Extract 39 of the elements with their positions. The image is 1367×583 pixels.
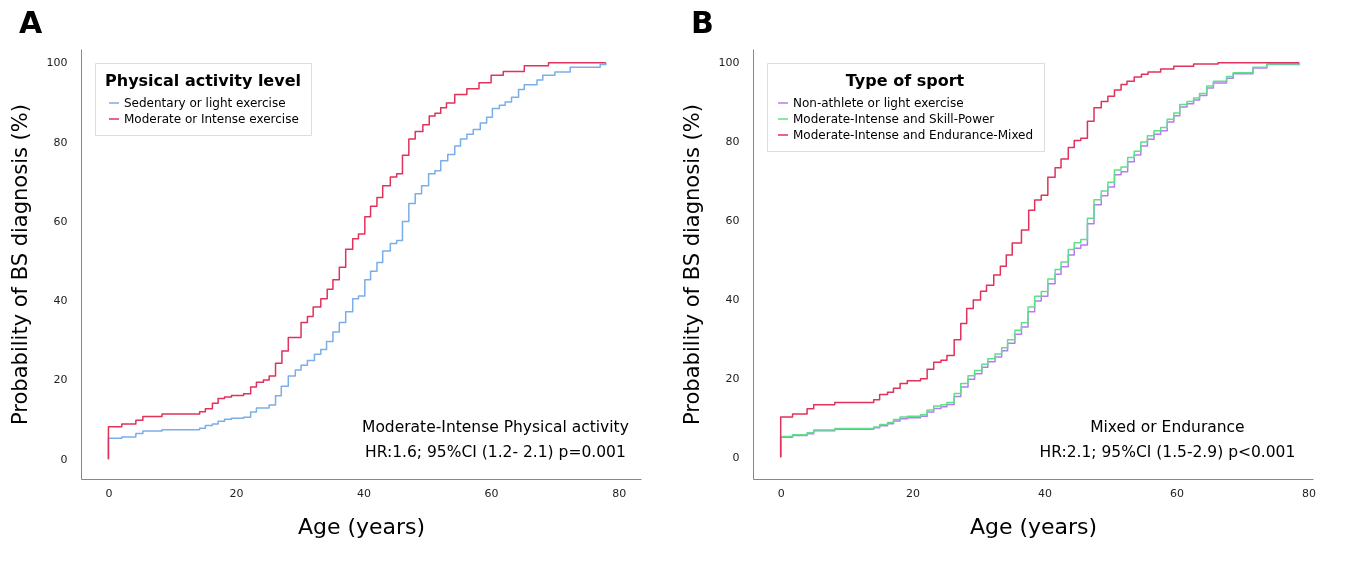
y-tick-label: 100: [46, 56, 68, 70]
legend-label: Moderate-Intense and Skill-Power: [793, 112, 995, 126]
x-axis-title: Age (years): [969, 513, 1098, 539]
annotation: Mixed or Endurance: [1090, 418, 1245, 436]
annotation: Moderate-Intense Physical activity: [362, 418, 629, 436]
x-tick-label: 60: [484, 486, 499, 500]
y-tick-label: 80: [53, 135, 68, 149]
x-tick-label: 80: [612, 486, 627, 500]
x-tick-label: 20: [229, 486, 244, 500]
legend-title: Type of sport: [845, 71, 965, 90]
chart-title: B: [691, 5, 714, 40]
y-axis-title: Probability of BS diagnosis (%): [7, 104, 32, 425]
x-tick-label: 40: [357, 486, 372, 500]
x-tick-label: 0: [777, 486, 785, 500]
chart-title: A: [19, 5, 43, 40]
y-tick-label: 60: [725, 214, 740, 228]
y-tick-label: 80: [725, 135, 740, 149]
y-tick-label: 0: [60, 452, 68, 466]
x-tick-label: 60: [1169, 486, 1184, 500]
legend-label: Sedentary or light exercise: [124, 96, 286, 110]
y-tick-label: 40: [725, 293, 740, 306]
x-tick-label: 40: [1038, 486, 1053, 500]
y-tick-label: 40: [53, 294, 68, 308]
legend-label: Moderate-Intense and Endurance-Mixed: [793, 128, 1034, 142]
y-tick-label: 20: [53, 373, 68, 387]
x-tick-label: 80: [1301, 486, 1316, 500]
y-axis-title: Probability of BS diagnosis (%): [679, 104, 704, 425]
annotation: HR:2.1; 95%CI (1.5-2.9) p<0.001: [1039, 443, 1296, 461]
legend-title: Physical activity level: [105, 71, 301, 90]
y-tick-label: 20: [725, 371, 740, 385]
legend-label: Moderate or Intense exercise: [124, 112, 299, 126]
y-tick-label: 100: [718, 56, 740, 70]
x-tick-label: 0: [105, 486, 113, 500]
y-tick-label: 60: [53, 214, 68, 228]
legend-label: Non-athlete or light exercise: [793, 96, 964, 110]
y-tick-label: 0: [732, 450, 740, 464]
x-axis-title: Age (years): [297, 513, 426, 539]
annotation: HR:1.6; 95%CI (1.2- 2.1) p=0.001: [365, 443, 626, 461]
x-tick-label: 20: [906, 486, 921, 500]
